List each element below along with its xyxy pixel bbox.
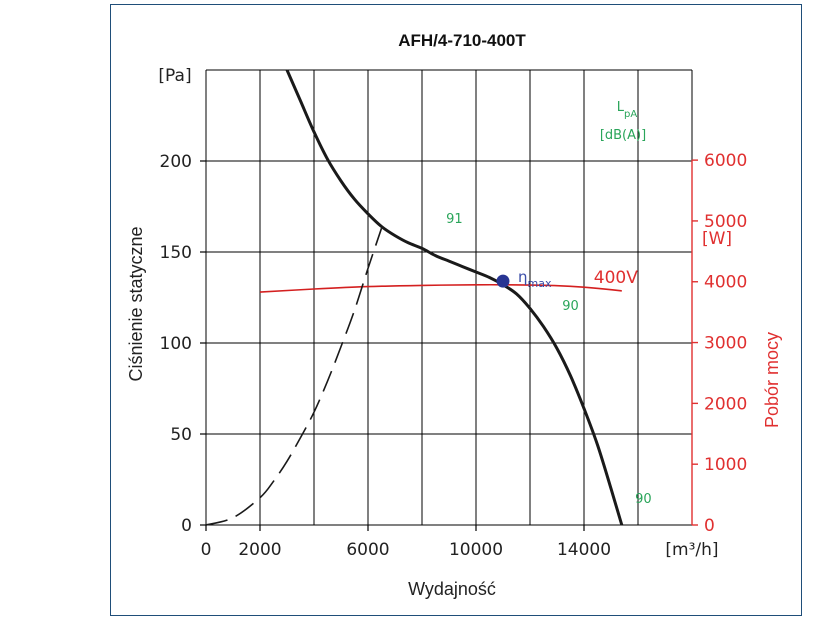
noise-value-noise-91: 91 xyxy=(446,212,463,227)
y-axis-title: Ciśnienie statyczne xyxy=(126,226,146,381)
noise-label-sub: pA xyxy=(624,109,637,120)
noise-value-noise-90a: 90 xyxy=(562,299,579,314)
noise-label-main: L xyxy=(617,100,625,115)
y2-tick-label: 3000 xyxy=(704,334,747,354)
y2-axis-title: Pobór mocy xyxy=(762,332,782,428)
y-tick-label: 200 xyxy=(160,152,192,172)
series-system xyxy=(205,228,383,526)
y-tick-label: 50 xyxy=(170,425,192,445)
series-pressure xyxy=(285,69,624,526)
eta-max-label: ηmax xyxy=(518,268,552,290)
y-tick-label: 150 xyxy=(160,243,192,263)
y2-tick-label: 6000 xyxy=(704,151,747,171)
x-tick-label: 0 xyxy=(201,540,212,560)
y-unit-label: [Pa] xyxy=(158,66,191,86)
y2-tick-label: 0 xyxy=(704,516,715,536)
y2-unit-label: [W] xyxy=(702,229,732,249)
y2-tick-label: 1000 xyxy=(704,455,747,475)
noise-value-noise-90b: 90 xyxy=(635,492,652,507)
y2-tick-label: 5000 xyxy=(704,212,747,232)
x-tick-label: 14000 xyxy=(557,540,611,560)
y-tick-label: 100 xyxy=(160,334,192,354)
x-axis-title: Wydajność xyxy=(408,579,496,599)
series-layer: 400V ηmax 91 90 90 xyxy=(205,69,652,526)
y2-tick-label: 2000 xyxy=(704,394,747,414)
y-tick-label: 0 xyxy=(181,516,192,536)
chart-title: AFH/4-710-400T xyxy=(398,31,526,50)
eta-max-point xyxy=(496,274,510,288)
x-tick-label: 6000 xyxy=(346,540,389,560)
x-tick-label: 2000 xyxy=(238,540,281,560)
x-tick-label: 10000 xyxy=(449,540,503,560)
y2-tick-label: 4000 xyxy=(704,273,747,293)
x-unit-label: [m³/h] xyxy=(665,540,718,560)
chart-frame xyxy=(110,4,802,616)
noise-label-unit: [dB(A)] xyxy=(600,128,646,143)
series-label-power: 400V xyxy=(594,268,638,288)
noise-label: LpA xyxy=(617,100,638,120)
